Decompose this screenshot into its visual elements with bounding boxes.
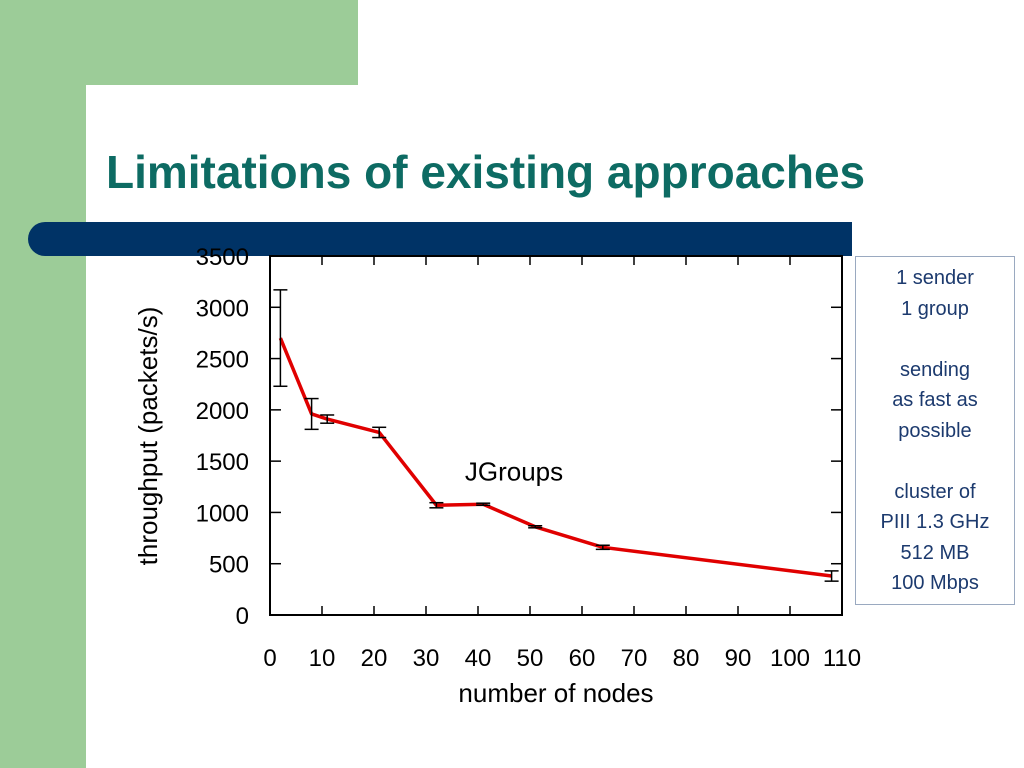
- x-tick-label: 20: [361, 645, 388, 672]
- x-tick-label: 30: [413, 645, 440, 672]
- error-bar: [320, 414, 335, 424]
- y-tick-label: 1000: [196, 500, 249, 527]
- x-tick-label: 10: [309, 645, 336, 672]
- y-axis-ticks: 0 500 1000 1500 2000 2500 3000 3500: [196, 244, 842, 630]
- info-box-spacer: [856, 446, 1014, 477]
- info-box-line: 512 MB: [900, 541, 970, 564]
- slide-title: Limitations of existing approaches: [106, 146, 866, 198]
- series-annotation: JGroups: [465, 456, 563, 486]
- error-bar: [273, 289, 288, 388]
- y-tick-label: 1500: [196, 449, 249, 476]
- error-bar: [476, 502, 491, 506]
- error-bar: [429, 501, 444, 509]
- green-accent-strip: [0, 0, 86, 768]
- x-tick-label: 40: [465, 645, 492, 672]
- error-bar: [372, 426, 387, 439]
- info-box-line: PIII 1.3 GHz: [880, 511, 990, 533]
- x-tick-label: 80: [673, 645, 700, 672]
- info-box-line: cluster of: [894, 480, 976, 503]
- x-tick-label: 60: [569, 645, 596, 672]
- title-underline-bar: [28, 222, 852, 256]
- info-box-line: 1 group: [901, 297, 969, 320]
- error-bar: [528, 525, 543, 529]
- x-axis-ticks: 0 10 20 30 40 50 60 70 80 90 100 110: [263, 256, 861, 672]
- experiment-info-box: 1 sender 1 group sending as fast as possible…: [855, 256, 1015, 605]
- x-tick-label: 110: [823, 645, 861, 672]
- y-tick-label: 500: [209, 552, 249, 579]
- error-bar: [595, 544, 610, 551]
- info-box-line: as fast as: [892, 389, 978, 411]
- x-axis-label: number of nodes: [458, 678, 653, 708]
- info-box-line: 1 sender: [896, 267, 974, 289]
- x-tick-label: 100: [770, 645, 810, 672]
- x-tick-label: 90: [725, 645, 752, 672]
- x-tick-label: 70: [621, 645, 648, 672]
- series-layer: [273, 289, 839, 582]
- y-tick-label: 3000: [196, 295, 249, 322]
- info-box-line: 100 Mbps: [891, 572, 979, 594]
- green-accent-block: [0, 0, 358, 85]
- error-bar: [304, 397, 319, 431]
- x-tick-label: 0: [263, 645, 276, 672]
- info-box-line: sending: [899, 358, 971, 381]
- y-tick-label: 3500: [196, 244, 249, 271]
- info-box-line: possible: [898, 419, 972, 442]
- y-axis-label: throughput (packets/s): [133, 307, 163, 566]
- y-tick-label: 2500: [196, 347, 249, 374]
- info-box-spacer: [856, 324, 1014, 355]
- y-tick-label: 0: [236, 603, 249, 630]
- y-tick-label: 2000: [196, 398, 249, 425]
- x-tick-label: 50: [517, 645, 544, 672]
- plot-frame: [269, 255, 843, 616]
- error-bar: [824, 570, 839, 582]
